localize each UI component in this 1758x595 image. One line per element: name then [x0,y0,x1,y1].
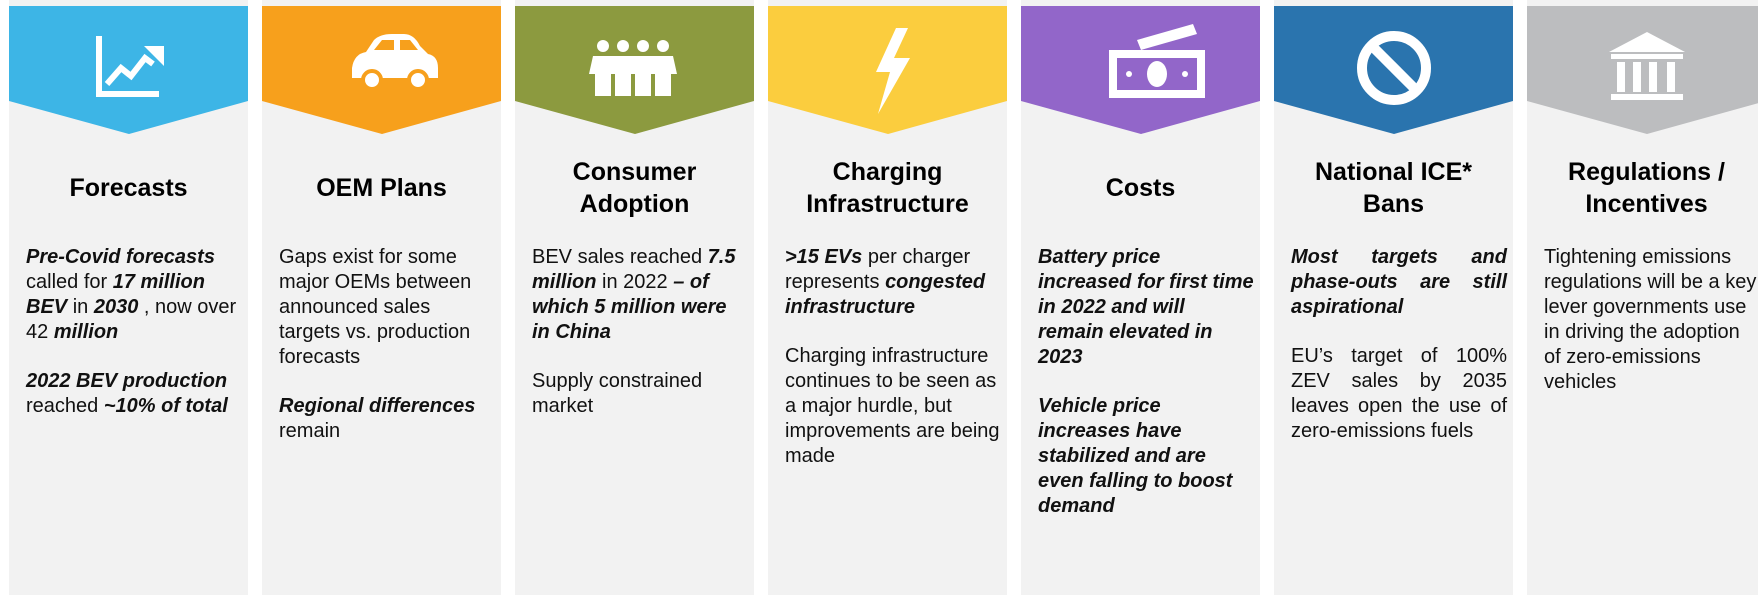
header-icon [1357,31,1431,105]
body-text: Gaps exist for some major OEMs between a… [279,246,472,368]
header-icon [1609,32,1685,100]
paragraph: Charging infrastructure continues to be … [785,344,1001,469]
body-text: Tightening emissions regulations will be… [1544,246,1757,393]
column-body: >15 EVs per charger represents congested… [785,245,1001,493]
paragraph: Pre-Covid forecasts called for 17 millio… [26,245,242,345]
emphasis-text: – of which 5 million were in China [532,271,727,343]
column-panel: OEM Plans Gaps exist for some major OEMs … [262,0,501,595]
column-header [262,6,501,134]
column-header [515,6,754,134]
column-panel: Regulations / Incentives Tightening emiss… [1527,0,1758,595]
column-title: National ICE* Bans [1315,158,1472,218]
paragraph: Gaps exist for some major OEMs between a… [279,245,495,370]
emphasis-text: Battery price increased for first time i… [1038,246,1254,368]
column-title: Charging Infrastructure [806,158,969,218]
paragraph: Supply constrained market [532,369,748,419]
emphasis-text: ~10% of total [103,395,228,417]
body-text: Supply constrained market [532,370,703,417]
column-title: Costs [1105,174,1176,202]
column-panel: Forecasts Pre-Covid forecasts called for … [9,0,248,595]
body-text: in 2022 [602,271,668,293]
emphasis-text: congested infrastructure [785,271,986,318]
column-header [1527,6,1758,134]
header-chevron [9,6,248,134]
body-text: in [72,296,89,318]
header-icon [589,40,677,96]
column-header [1021,6,1260,134]
paragraph: BEV sales reached 7.5 million in 2022 – … [532,245,748,345]
column-title: Consumer Adoption [572,158,697,218]
body-text: Charging infrastructure continues to be … [785,345,1000,467]
emphasis-text: >15 EVs [785,246,863,268]
body-text: called for [26,271,108,293]
emphasis-text: Regional differences [279,395,476,417]
emphasis-text: million [53,321,119,343]
paragraph: Battery price increased for first time i… [1038,245,1254,370]
column-header [9,6,248,134]
emphasis-text: Vehicle price increases have stabilized … [1038,395,1233,517]
paragraph: Vehicle price increases have stabilized … [1038,394,1254,519]
header-icon [1109,24,1205,98]
emphasis-text: Pre-Covid forecasts [26,246,215,268]
column-body: Battery price increased for first time i… [1038,245,1254,543]
emphasis-text: 2030 [93,296,139,318]
column-panel: Costs Battery price increased for first t… [1021,0,1260,595]
emphasis-text: 17 million BEV [26,271,205,318]
column-panel: Charging Infrastructure >15 EVs per charg… [768,0,1007,595]
column-panel: Consumer Adoption BEV sales reached 7.5 m… [515,0,754,595]
column-title: Regulations / Incentives [1568,158,1725,218]
header-icon [876,28,910,114]
paragraph: EU’s target of 100% ZEV sales by 2035 le… [1291,344,1507,444]
column-body: BEV sales reached 7.5 million in 2022 – … [532,245,748,443]
column-header [1274,6,1513,134]
column-title: Forecasts [69,174,188,202]
paragraph: 2022 BEV production reached ~10% of tota… [26,369,242,419]
emphasis-text: Most targets and phase-outs are still as… [1291,246,1507,318]
column-body: Tightening emissions regulations will be… [1544,245,1758,419]
column-panel: National ICE* Bans Most targets and phase… [1274,0,1513,595]
column-body: Pre-Covid forecasts called for 17 millio… [26,245,242,443]
body-text: BEV sales reached [532,246,703,268]
header-icon [96,36,164,97]
paragraph: >15 EVs per charger represents congested… [785,245,1001,320]
body-text: , now over 42 [26,296,237,343]
body-text: reached [26,395,99,417]
emphasis-text: 2022 BEV production [26,370,228,392]
column-body: Most targets and phase-outs are still as… [1291,245,1507,468]
body-text: remain [279,420,341,442]
paragraph: Regional differences remain [279,394,495,444]
emphasis-text: 7.5 million [532,246,736,293]
column-header [768,6,1007,134]
column-body: Gaps exist for some major OEMs between a… [279,245,495,468]
header-icon [352,34,438,91]
column-title: OEM Plans [316,174,447,202]
header-chevron [1527,6,1758,134]
paragraph: Most targets and phase-outs are still as… [1291,245,1507,320]
body-text: per charger represents [785,246,971,293]
body-text: EU’s target of 100% ZEV sales by 2035 le… [1291,345,1507,442]
paragraph: Tightening emissions regulations will be… [1544,245,1758,395]
